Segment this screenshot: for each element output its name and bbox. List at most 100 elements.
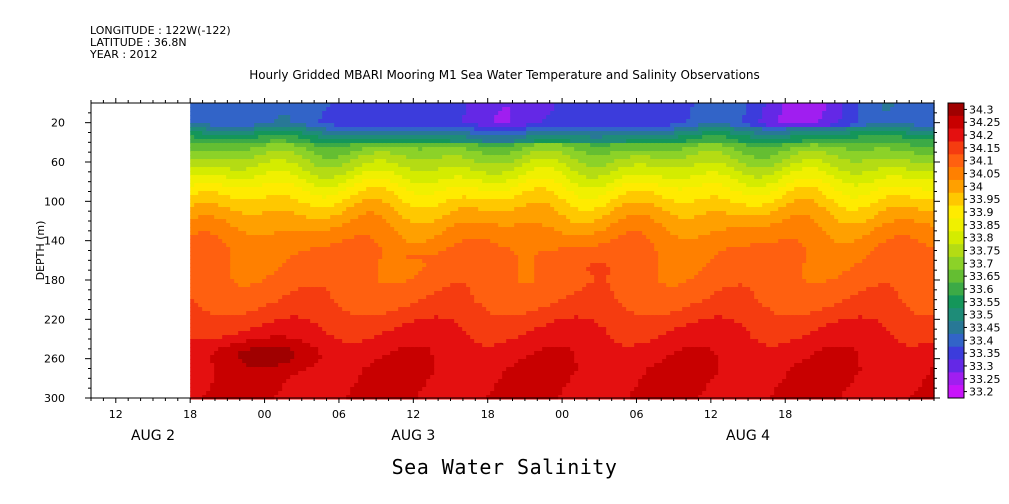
- heat-cell: [234, 247, 239, 252]
- heat-cell: [374, 227, 379, 232]
- heat-cell: [414, 187, 419, 192]
- heat-cell: [206, 219, 211, 224]
- heat-cell: [282, 271, 287, 276]
- heat-cell: [398, 255, 403, 260]
- heat-cell: [286, 187, 291, 192]
- heat-cell: [238, 139, 243, 144]
- heat-cell: [310, 187, 315, 192]
- heat-cell: [310, 387, 315, 392]
- heat-cell: [326, 151, 331, 156]
- heat-cell: [406, 123, 411, 128]
- heat-cell: [278, 287, 283, 292]
- heat-cell: [234, 331, 239, 336]
- heat-cell: [266, 391, 271, 396]
- heat-cell: [230, 187, 235, 192]
- heat-cell: [226, 343, 231, 348]
- heat-cell: [274, 359, 279, 364]
- heat-cell: [414, 219, 419, 224]
- heat-cell: [246, 199, 251, 204]
- heat-cell: [238, 367, 243, 372]
- heat-cell: [294, 107, 299, 112]
- heat-cell: [390, 307, 395, 312]
- heat-cell: [442, 163, 447, 168]
- heat-cell: [214, 367, 219, 372]
- heat-cell: [454, 383, 459, 388]
- heat-cell: [430, 363, 435, 368]
- heat-cell: [226, 239, 231, 244]
- heat-cell: [402, 223, 407, 228]
- heat-cell: [410, 155, 415, 160]
- heat-cell: [374, 339, 379, 344]
- heat-cell: [242, 199, 247, 204]
- heat-cell: [282, 211, 287, 216]
- heat-cell: [438, 363, 443, 368]
- heat-cell: [430, 183, 435, 188]
- heat-cell: [382, 191, 387, 196]
- heat-cell: [402, 259, 407, 264]
- heat-cell: [218, 151, 223, 156]
- heat-cell: [282, 207, 287, 212]
- heat-cell: [386, 215, 391, 220]
- heat-cell: [354, 311, 359, 316]
- heat-cell: [270, 263, 275, 268]
- heat-cell: [250, 211, 255, 216]
- heat-cell: [266, 223, 271, 228]
- heat-cell: [326, 271, 331, 276]
- heat-cell: [262, 203, 267, 208]
- heat-cell: [270, 131, 275, 136]
- heat-cell: [254, 187, 259, 192]
- heat-cell: [422, 211, 427, 216]
- heat-cell: [282, 135, 287, 140]
- heat-cell: [358, 147, 363, 152]
- heat-cell: [226, 271, 231, 276]
- heat-cell: [446, 371, 451, 376]
- heat-cell: [254, 103, 259, 108]
- heat-cell: [226, 199, 231, 204]
- heat-cell: [262, 259, 267, 264]
- heat-cell: [338, 167, 343, 172]
- heat-cell: [378, 275, 383, 280]
- heat-cell: [402, 155, 407, 160]
- heat-cell: [422, 223, 427, 228]
- heat-cell: [286, 163, 291, 168]
- heat-cell: [346, 111, 351, 116]
- heat-cell: [358, 331, 363, 336]
- heat-cell: [202, 311, 207, 316]
- heat-cell: [298, 395, 303, 400]
- heat-cell: [226, 179, 231, 184]
- heat-cell: [358, 155, 363, 160]
- heat-cell: [310, 343, 315, 348]
- heat-cell: [418, 275, 423, 280]
- heat-cell: [326, 119, 331, 124]
- heat-cell: [310, 123, 315, 128]
- heat-cell: [222, 199, 227, 204]
- heat-cell: [338, 139, 343, 144]
- heat-cell: [210, 379, 215, 384]
- heat-cell: [366, 279, 371, 284]
- heat-cell: [278, 395, 283, 400]
- heat-cell: [426, 335, 431, 340]
- heat-cell: [438, 111, 443, 116]
- heat-cell: [442, 275, 447, 280]
- heat-cell: [442, 239, 447, 244]
- heat-cell: [218, 311, 223, 316]
- heat-cell: [262, 267, 267, 272]
- heat-cell: [258, 343, 263, 348]
- heat-cell: [406, 263, 411, 268]
- heat-cell: [330, 131, 335, 136]
- heat-cell: [274, 295, 279, 300]
- heat-cell: [198, 247, 203, 252]
- heat-cell: [354, 115, 359, 120]
- heat-cell: [326, 311, 331, 316]
- heat-cell: [302, 383, 307, 388]
- heat-cell: [334, 151, 339, 156]
- heat-cell: [190, 375, 195, 380]
- heat-cell: [418, 391, 423, 396]
- heat-cell: [366, 251, 371, 256]
- heat-cell: [262, 107, 267, 112]
- heat-cell: [390, 107, 395, 112]
- heat-cell: [430, 275, 435, 280]
- heat-cell: [390, 315, 395, 320]
- heat-cell: [434, 319, 439, 324]
- heat-cell: [190, 227, 195, 232]
